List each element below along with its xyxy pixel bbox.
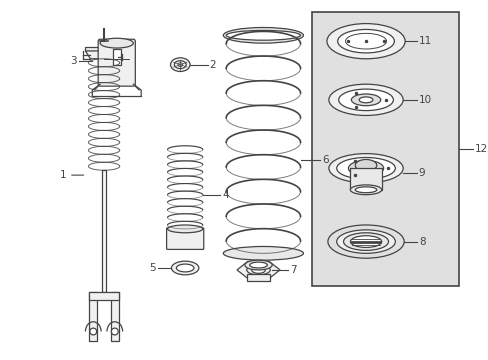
FancyBboxPatch shape <box>98 39 135 86</box>
Bar <box>89 292 119 300</box>
FancyArrowPatch shape <box>135 86 139 90</box>
Ellipse shape <box>350 236 381 247</box>
Ellipse shape <box>336 230 395 253</box>
Ellipse shape <box>223 247 303 260</box>
Ellipse shape <box>249 262 267 268</box>
Ellipse shape <box>111 328 118 335</box>
Text: 8: 8 <box>418 237 425 247</box>
Ellipse shape <box>170 58 190 72</box>
Text: 3: 3 <box>70 56 77 66</box>
Ellipse shape <box>167 225 203 233</box>
Ellipse shape <box>337 30 394 53</box>
Ellipse shape <box>326 24 404 59</box>
Text: 5: 5 <box>149 263 156 273</box>
Bar <box>350 168 381 190</box>
Ellipse shape <box>100 38 133 48</box>
Bar <box>312 12 458 285</box>
Ellipse shape <box>348 161 383 176</box>
Ellipse shape <box>90 328 97 335</box>
Bar <box>102 170 106 292</box>
Ellipse shape <box>223 27 303 43</box>
Ellipse shape <box>359 97 372 103</box>
Bar <box>111 292 119 341</box>
Ellipse shape <box>327 225 404 258</box>
Text: 10: 10 <box>418 95 431 105</box>
Bar <box>113 49 121 65</box>
Ellipse shape <box>338 89 393 111</box>
Text: 6: 6 <box>322 156 328 166</box>
Ellipse shape <box>336 158 395 179</box>
Ellipse shape <box>251 266 265 273</box>
Ellipse shape <box>328 154 403 183</box>
Ellipse shape <box>226 31 300 40</box>
Ellipse shape <box>328 84 403 116</box>
Bar <box>89 292 97 341</box>
Ellipse shape <box>171 261 199 275</box>
Text: 4: 4 <box>222 190 228 200</box>
Ellipse shape <box>355 159 376 171</box>
Bar <box>246 274 270 281</box>
FancyBboxPatch shape <box>166 228 203 249</box>
Ellipse shape <box>178 63 183 67</box>
Ellipse shape <box>174 61 186 68</box>
Ellipse shape <box>355 187 376 193</box>
Polygon shape <box>237 261 280 278</box>
Polygon shape <box>85 47 122 51</box>
FancyArrowPatch shape <box>94 86 98 90</box>
Ellipse shape <box>350 185 381 195</box>
Ellipse shape <box>246 265 270 275</box>
Polygon shape <box>85 51 122 59</box>
Text: 12: 12 <box>473 144 487 154</box>
Text: 11: 11 <box>418 36 431 46</box>
Ellipse shape <box>345 33 386 49</box>
Ellipse shape <box>351 94 380 106</box>
Ellipse shape <box>244 260 272 270</box>
Ellipse shape <box>176 264 194 272</box>
Ellipse shape <box>343 233 388 251</box>
Text: 2: 2 <box>209 60 216 69</box>
Text: 9: 9 <box>418 168 425 178</box>
Text: 1: 1 <box>60 170 67 180</box>
Text: 7: 7 <box>289 265 296 275</box>
